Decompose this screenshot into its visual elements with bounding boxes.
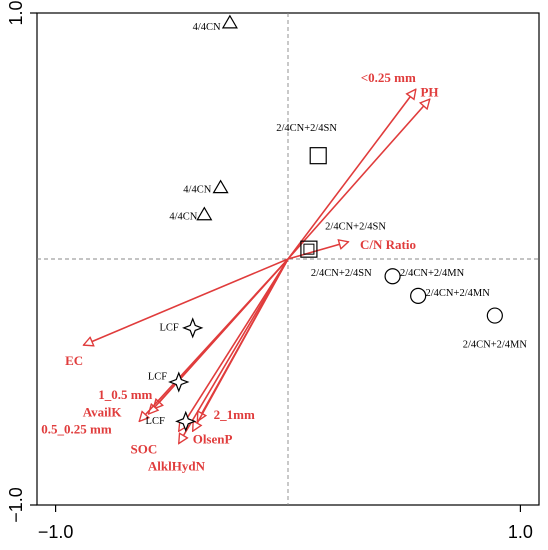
point-label: 2/4CN+2/4SN xyxy=(276,123,337,134)
vector-label: 2_1mm xyxy=(214,407,255,422)
star-marker xyxy=(168,371,190,393)
point-label: LCF xyxy=(160,322,179,333)
vector-arrow xyxy=(179,258,289,431)
y-tick-label: −1.0 xyxy=(6,487,26,523)
environmental-vectors xyxy=(83,89,429,443)
site-points xyxy=(168,14,503,433)
vector-arrow xyxy=(193,258,289,431)
vector-label: AvailK xyxy=(83,404,123,419)
y-tick-label: 1.0 xyxy=(6,0,26,25)
point-label: 4/4CN xyxy=(183,185,211,196)
vector-arrow xyxy=(179,258,289,444)
vector-label: SOC xyxy=(131,441,158,456)
vector-arrow xyxy=(83,258,289,345)
point-label: 2/4CN+2/4MN xyxy=(426,288,491,299)
x-tick-label: 1.0 xyxy=(508,522,533,542)
square-marker-inner xyxy=(303,243,315,255)
vector-label: EC xyxy=(65,353,83,368)
square-marker xyxy=(300,240,318,258)
point-label: 2/4CN+2/4SN xyxy=(325,221,386,232)
triangle-marker xyxy=(196,206,213,221)
x-tick-label: −1.0 xyxy=(38,522,74,542)
point-label: 2/4CN+2/4SN xyxy=(311,268,372,279)
triangle-marker xyxy=(212,179,229,194)
circle-marker xyxy=(384,268,401,285)
point-label: 2/4CN+2/4MN xyxy=(463,340,528,351)
point-label: 2/4CN+2/4MN xyxy=(400,268,465,279)
point-label: 4/4CN xyxy=(193,22,221,33)
star-marker xyxy=(175,410,197,433)
vector-arrow xyxy=(287,242,348,260)
vector-arrow xyxy=(287,99,430,260)
vector-arrow xyxy=(287,89,416,260)
circle-marker xyxy=(410,287,427,304)
triangle-marker xyxy=(221,14,238,29)
circle-marker xyxy=(486,307,503,324)
star-marker xyxy=(182,317,204,339)
vector-label: OlsenP xyxy=(193,432,233,447)
axes: −1.0 1.0 1.0 −1.0 xyxy=(6,0,533,542)
vector-label: 1_0.5 mm xyxy=(98,387,152,402)
vector-arrow xyxy=(139,258,289,421)
vector-label: 0.5_0.25 mm xyxy=(41,422,112,437)
vector-label: AlklHydN xyxy=(148,459,206,474)
point-label: 4/4CN xyxy=(169,212,197,223)
vector-label: C/N Ratio xyxy=(360,237,416,252)
vector-label: <0.25 mm xyxy=(361,70,416,85)
point-label: LCF xyxy=(148,372,167,383)
labels: <0.25 mm PH C/N Ratio EC 1_0.5 mm AvailK 0.5_0… xyxy=(41,22,527,473)
point-label: LCF xyxy=(146,416,165,427)
square-marker xyxy=(309,147,327,165)
vector-label: PH xyxy=(420,85,438,100)
